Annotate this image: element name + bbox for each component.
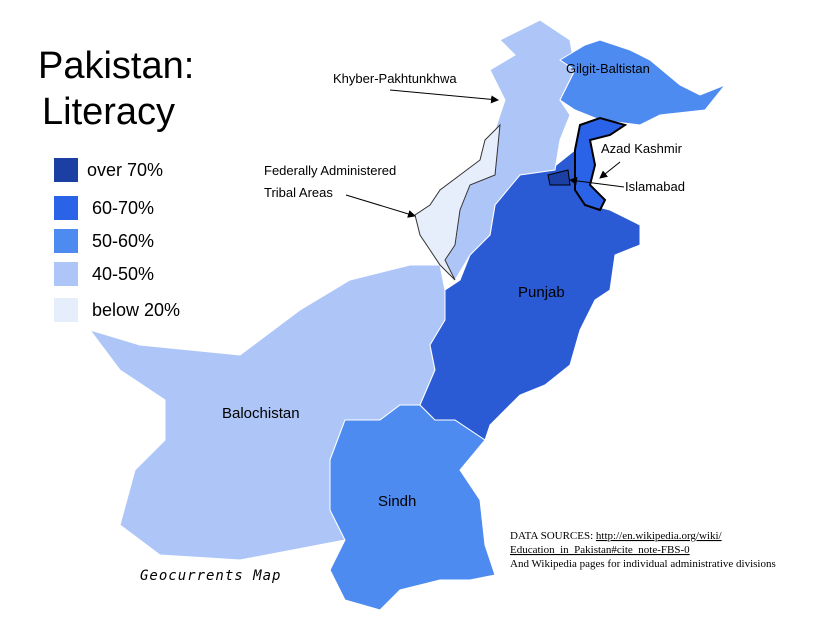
legend-label: 60-70% (92, 198, 154, 218)
region-label: Azad Kashmir (601, 141, 683, 156)
region-azad-kashmir (574, 116, 628, 212)
sources-prefix: DATA SOURCES: (510, 530, 596, 542)
legend-swatch (54, 298, 78, 322)
region-label: Sindh (378, 493, 416, 510)
regions (88, 19, 727, 611)
sources: DATA SOURCES: http://en.wikipedia.org/wi… (510, 530, 723, 542)
region-label: Federally Administered (264, 163, 396, 178)
region-label: Tribal Areas (264, 185, 333, 200)
region-label: Gilgit-Baltistan (566, 61, 650, 76)
sources-note: And Wikipedia pages for individual admin… (510, 558, 776, 570)
region-label: Islamabad (625, 179, 685, 194)
legend: over 70% 60-70% 50-60% 40-50% below 20% (54, 158, 180, 322)
region-punjab (419, 149, 641, 441)
region-label: Khyber-Pakhtunkhwa (333, 71, 457, 86)
legend-label: below 20% (92, 300, 180, 320)
title: Pakistan: (38, 45, 194, 87)
region-islamabad (547, 169, 571, 186)
region-label: Punjab (518, 284, 565, 301)
legend-label: 40-50% (92, 264, 154, 284)
legend-label: 50-60% (92, 231, 154, 251)
title: Literacy (42, 91, 175, 133)
region-label: Balochistan (222, 405, 300, 422)
legend-swatch (54, 262, 78, 286)
link[interactable]: http://en.wikipedia.org/wiki/ (596, 530, 723, 542)
region-gilgit (559, 39, 727, 126)
credit: Geocurrents Map (140, 568, 281, 584)
legend-swatch (54, 158, 78, 182)
legend-swatch (54, 196, 78, 220)
legend-swatch (54, 229, 78, 253)
legend-label: over 70% (87, 160, 163, 180)
region-fata (414, 123, 501, 281)
region-sindh (329, 404, 496, 611)
link[interactable]: Education_in_Pakistan#cite_note-FBS-0 (510, 544, 690, 556)
